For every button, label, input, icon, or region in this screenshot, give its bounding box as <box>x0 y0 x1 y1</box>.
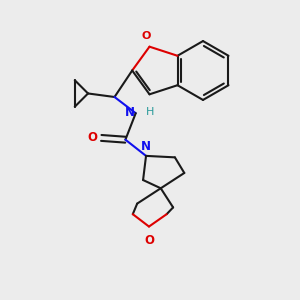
Text: O: O <box>144 234 154 247</box>
Text: O: O <box>141 32 151 41</box>
Text: H: H <box>146 107 154 117</box>
Text: N: N <box>124 106 134 119</box>
Text: N: N <box>141 140 151 153</box>
Text: O: O <box>88 131 98 144</box>
